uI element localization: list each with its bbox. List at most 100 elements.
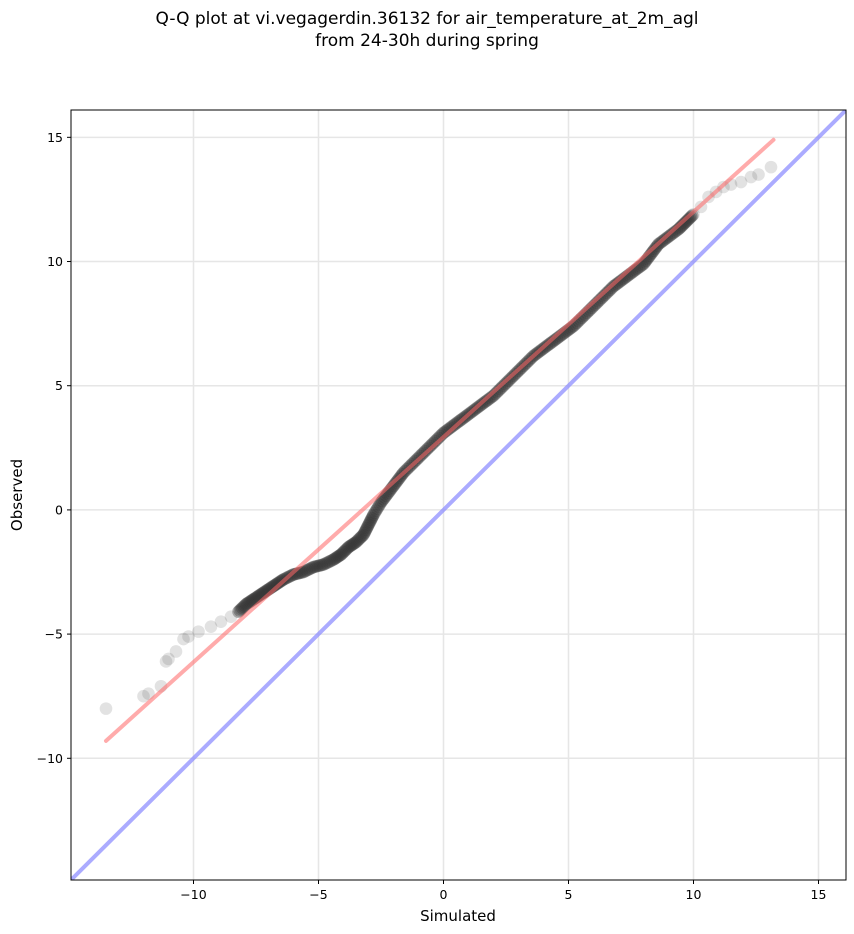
y-tick-label: −5 xyxy=(45,627,63,642)
quantile-point xyxy=(270,577,284,590)
quantile-point xyxy=(369,504,383,518)
quantile-point xyxy=(232,605,245,619)
quantile-point xyxy=(308,560,322,573)
y-tick-label: −10 xyxy=(37,751,63,766)
chart-title: Q-Q plot at vi.vegagerdin.36132 for air_… xyxy=(155,9,699,29)
quantile-point xyxy=(367,508,380,522)
x-tick-label: 15 xyxy=(811,887,827,902)
quantile-point xyxy=(373,498,387,511)
quantile-point xyxy=(365,511,379,525)
quantile-point xyxy=(305,561,319,575)
quantile-point xyxy=(238,599,252,612)
quantile-point xyxy=(234,602,248,616)
quantile-point xyxy=(329,551,343,565)
y-axis-label: Observed xyxy=(8,459,26,531)
quantile-point xyxy=(347,537,360,551)
quantile-point xyxy=(353,532,367,545)
quantile-point xyxy=(344,539,358,552)
quantile-point xyxy=(374,496,388,509)
quantile-point xyxy=(358,525,372,538)
identity-line xyxy=(71,110,846,880)
quantile-point xyxy=(142,687,155,701)
quantile-point xyxy=(214,615,228,628)
quantile-point xyxy=(492,384,505,397)
quantile-point xyxy=(325,554,339,567)
quantile-point xyxy=(242,596,255,609)
quantile-point xyxy=(237,600,250,614)
quantile-point xyxy=(169,645,183,658)
quantile-point xyxy=(752,168,765,181)
quantile-point xyxy=(360,521,374,535)
fit-line xyxy=(104,137,776,743)
quantile-point xyxy=(744,170,758,184)
quantile-point xyxy=(302,563,315,576)
quantile-point xyxy=(245,593,259,607)
quantile-point xyxy=(327,553,340,566)
quantile-point xyxy=(364,513,378,527)
quantile-point xyxy=(366,510,379,523)
quantile-point xyxy=(340,542,354,555)
quantile-point xyxy=(335,547,349,560)
x-tick-label: −5 xyxy=(309,887,327,902)
quantile-point xyxy=(679,215,693,229)
quantile-point xyxy=(363,516,376,530)
quantile-point xyxy=(598,288,612,301)
x-tick-label: 10 xyxy=(686,887,702,902)
axis-ticks: −10 −5 0 5 10 15 −10 −5 0 5 10 15 xyxy=(37,130,827,902)
quantile-point xyxy=(333,549,347,562)
quantile-point xyxy=(734,175,748,189)
quantile-point xyxy=(332,549,345,563)
quantile-point xyxy=(764,160,778,174)
quantile-point xyxy=(313,559,327,572)
x-tick-label: −10 xyxy=(180,887,206,902)
quantile-point xyxy=(99,702,113,715)
quantile-point xyxy=(339,543,353,556)
quantile-point xyxy=(233,604,247,617)
quantile-point xyxy=(244,594,258,608)
quantile-point xyxy=(159,655,173,668)
quantile-point xyxy=(204,620,218,633)
quantile-point xyxy=(162,652,175,666)
quantile-point xyxy=(352,533,365,547)
quantile-point xyxy=(427,436,440,450)
quantile-point xyxy=(443,421,457,435)
quantile-point xyxy=(483,391,497,405)
quantile-point xyxy=(315,558,329,572)
quantile-point xyxy=(547,334,560,348)
quantile-point xyxy=(680,214,694,227)
quantile-point xyxy=(322,555,335,569)
quantile-point xyxy=(349,535,363,549)
quantile-point xyxy=(298,564,312,578)
quantile-point xyxy=(307,560,320,574)
x-tick-label: 5 xyxy=(565,887,573,902)
quantile-point xyxy=(300,564,314,577)
quantile-point xyxy=(239,597,253,611)
quantile-point xyxy=(318,557,332,571)
quantile-point xyxy=(337,545,350,559)
quantile-point xyxy=(348,536,362,550)
quantile-point xyxy=(224,610,238,624)
quantile-point xyxy=(370,502,384,515)
quantile-point xyxy=(362,518,375,532)
quantile-point xyxy=(368,506,382,520)
quantile-point xyxy=(354,530,368,544)
quantile-point xyxy=(493,382,507,396)
quantile-point xyxy=(137,689,150,703)
quantile-point xyxy=(247,593,260,606)
plot-frame xyxy=(70,109,847,881)
y-tick-label: 5 xyxy=(55,378,63,393)
quantile-point xyxy=(342,540,355,554)
grid xyxy=(71,110,846,880)
quantile-point xyxy=(182,630,195,643)
quantile-point xyxy=(330,550,344,564)
y-tick-label: 10 xyxy=(47,254,63,269)
quantile-point xyxy=(357,528,370,542)
quantile-point xyxy=(303,562,317,575)
quantile-point xyxy=(359,523,373,537)
quantile-point xyxy=(667,226,680,240)
quantile-point xyxy=(338,544,352,558)
quantile-point xyxy=(240,597,254,610)
quantile-point xyxy=(345,538,359,551)
quantile-point xyxy=(678,216,692,230)
